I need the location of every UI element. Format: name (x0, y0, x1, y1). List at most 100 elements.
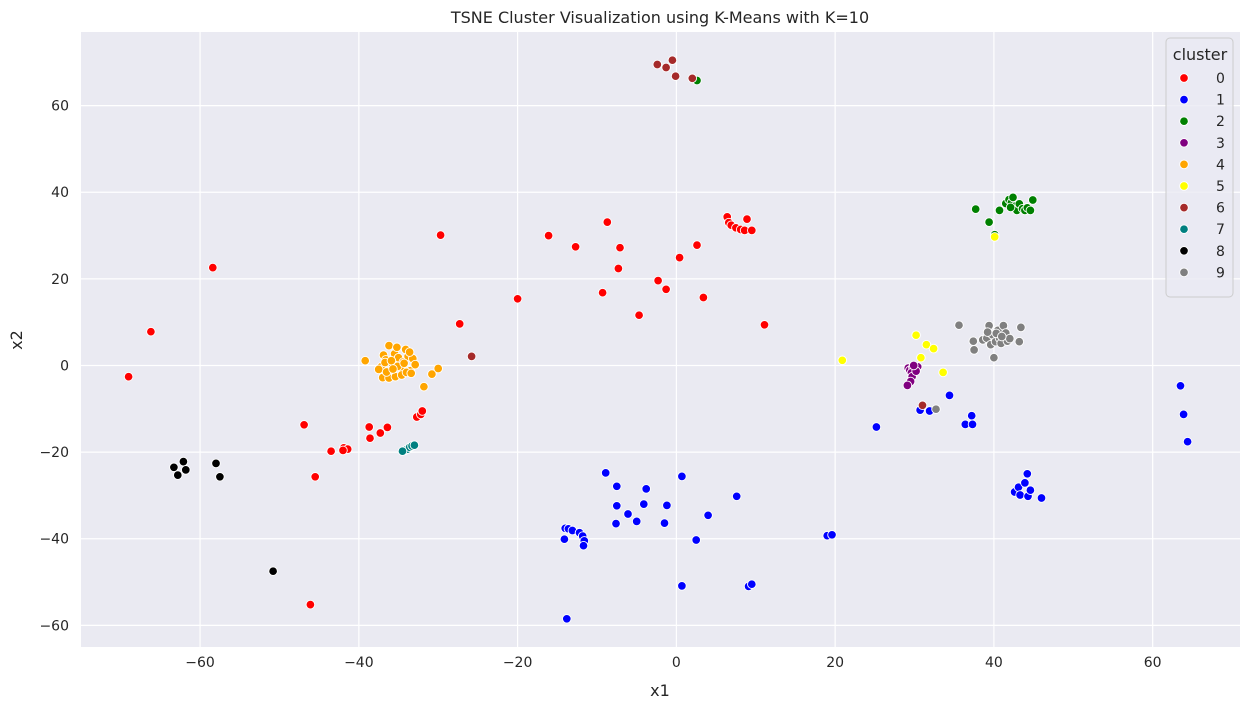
data-point-cluster-1 (703, 510, 713, 521)
y-tick-label: 0 (60, 358, 69, 374)
data-point-cluster-6 (667, 55, 678, 65)
data-point-cluster-0 (613, 263, 624, 274)
data-point-cluster-0 (602, 217, 613, 227)
data-point-cluster-1 (662, 500, 672, 511)
legend-label: 4 (1216, 157, 1225, 173)
legend-label: 8 (1216, 244, 1225, 260)
data-point-cluster-0 (435, 230, 446, 240)
legend-marker (1179, 267, 1189, 278)
data-point-cluster-0 (454, 319, 465, 329)
data-point-cluster-4 (360, 355, 370, 366)
data-point-cluster-1 (562, 614, 572, 624)
data-points (123, 55, 1193, 624)
data-point-cluster-1 (559, 534, 570, 544)
data-point-cluster-0 (634, 310, 644, 320)
legend-label: 7 (1216, 222, 1225, 238)
data-point-cluster-0 (338, 445, 348, 456)
data-point-cluster-9 (954, 320, 964, 330)
data-point-cluster-0 (698, 292, 709, 303)
data-point-cluster-0 (615, 242, 625, 253)
x-tick-label: 0 (672, 655, 681, 671)
y-tick-label: −40 (39, 532, 69, 548)
data-point-cluster-6 (917, 400, 928, 411)
data-point-cluster-1 (659, 518, 670, 528)
data-point-cluster-0 (512, 294, 523, 304)
data-point-cluster-1 (1015, 490, 1025, 500)
legend-marker (1179, 181, 1189, 191)
data-point-cluster-1 (1178, 409, 1189, 420)
data-point-cluster-1 (691, 535, 701, 545)
data-point-cluster-0 (653, 275, 663, 286)
legend: cluster 0 1 2 3 4 5 6 7 8 9 (1165, 37, 1234, 298)
chart-title: TSNE Cluster Visualization using K-Means… (450, 8, 869, 27)
x-tick-label: −40 (344, 655, 374, 671)
data-point-cluster-1 (1175, 381, 1186, 391)
data-point-cluster-1 (639, 499, 649, 509)
data-point-cluster-0 (747, 225, 757, 236)
legend-label: 5 (1216, 179, 1225, 195)
legend-title: cluster (1173, 45, 1228, 64)
data-point-cluster-8 (178, 456, 189, 467)
data-point-cluster-1 (871, 422, 882, 432)
data-point-cluster-0 (674, 252, 685, 263)
data-point-cluster-0 (543, 230, 554, 241)
data-point-cluster-9 (931, 404, 941, 414)
data-point-cluster-7 (397, 446, 408, 456)
x-tick-label: 40 (985, 655, 1003, 671)
data-point-cluster-8 (268, 566, 278, 576)
data-point-cluster-1 (827, 530, 837, 540)
legend-marker (1179, 202, 1189, 213)
data-point-cluster-1 (731, 491, 742, 502)
data-point-cluster-4 (427, 369, 437, 379)
legend-label: 2 (1216, 114, 1225, 130)
data-point-cluster-5 (989, 232, 1000, 242)
data-point-cluster-5 (938, 367, 948, 378)
legend-marker (1179, 224, 1189, 234)
data-point-cluster-1 (944, 390, 955, 401)
data-point-cluster-8 (173, 470, 183, 480)
data-point-cluster-0 (305, 599, 316, 610)
data-point-cluster-9 (968, 336, 979, 346)
data-point-cluster-6 (661, 62, 671, 73)
data-point-cluster-0 (146, 326, 156, 337)
data-point-cluster-0 (208, 262, 218, 273)
data-point-cluster-0 (570, 242, 581, 252)
legend-marker (1179, 73, 1189, 83)
data-point-cluster-0 (692, 240, 702, 250)
x-axis-label: x1 (650, 681, 670, 700)
data-point-cluster-0 (364, 422, 374, 432)
data-point-cluster-1 (611, 518, 621, 529)
data-point-cluster-5 (928, 343, 939, 354)
data-point-cluster-4 (406, 368, 416, 379)
data-point-cluster-1 (1025, 485, 1036, 495)
data-point-cluster-4 (384, 340, 394, 351)
plot-area (81, 32, 1240, 647)
legend-marker (1179, 159, 1189, 170)
data-point-cluster-9 (1005, 333, 1015, 344)
data-point-cluster-5 (837, 355, 848, 366)
data-point-cluster-3 (902, 380, 913, 391)
y-tick-label: −20 (39, 445, 69, 461)
data-point-cluster-8 (211, 458, 221, 469)
data-point-cluster-7 (409, 440, 420, 450)
y-tick-label: 40 (51, 185, 69, 201)
data-point-cluster-8 (215, 472, 225, 482)
data-point-cluster-8 (181, 465, 191, 475)
data-point-cluster-2 (1005, 202, 1016, 213)
data-point-cluster-1 (631, 516, 642, 527)
data-point-cluster-1 (1022, 469, 1033, 479)
data-point-cluster-1 (747, 579, 757, 589)
data-point-cluster-4 (404, 347, 415, 357)
legend-items: 0 1 2 3 4 5 6 7 8 9 (1179, 71, 1225, 281)
data-point-cluster-9 (1016, 322, 1026, 333)
data-point-cluster-0 (597, 287, 608, 298)
data-point-cluster-0 (661, 284, 671, 295)
data-point-cluster-1 (1036, 493, 1047, 503)
data-point-cluster-6 (466, 351, 477, 362)
data-point-cluster-1 (1182, 436, 1193, 447)
data-point-cluster-6 (670, 71, 681, 81)
data-point-cluster-0 (123, 371, 134, 382)
data-point-cluster-1 (1020, 478, 1030, 488)
data-point-cluster-2 (994, 205, 1005, 216)
